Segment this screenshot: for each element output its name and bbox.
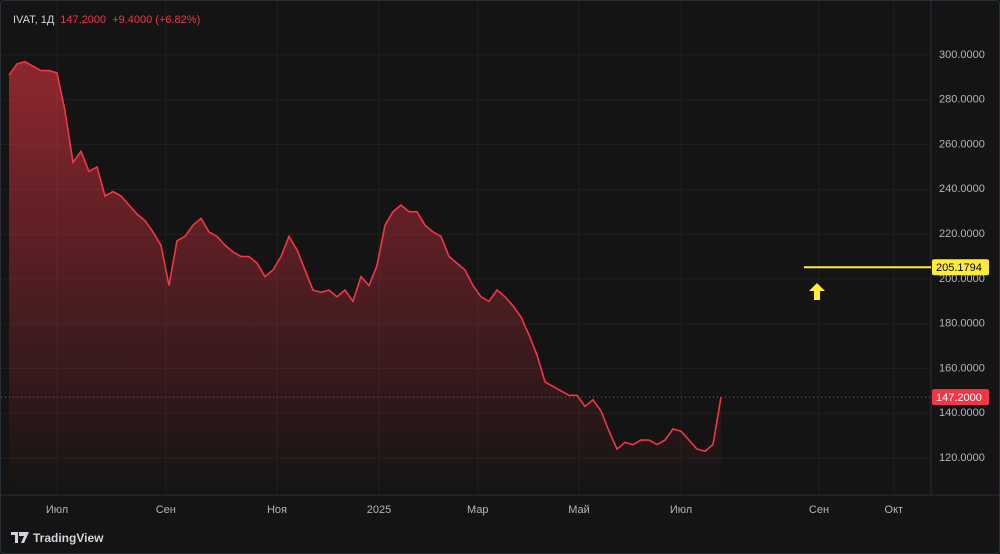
legend: IVAT, 1Д 147.2000 +9.4000 (+6.82%) [13,14,206,26]
y-tick-label: 120.0000 [939,452,985,464]
x-tick-label: Июл [46,504,68,516]
last-price-label: 147.2000 [936,392,982,404]
y-tick-label: 240.0000 [939,183,985,195]
x-tick-label: Июл [670,504,692,516]
y-tick-label: 160.0000 [939,362,985,374]
level-label: 205.1794 [936,262,982,274]
x-tick-label: Ноя [267,504,287,516]
logo-icon [11,532,29,543]
y-tick-label: 140.0000 [939,407,985,419]
last-price: 147.2000 [60,14,107,26]
level-tag [932,259,989,276]
y-tick-label: 220.0000 [939,228,985,240]
alert-arrow-icon[interactable] [809,283,825,300]
y-tick-label: 300.0000 [939,49,985,61]
symbol: IVAT, 1Д [13,14,55,26]
price-change: +9.4000 (+6.82%) [112,14,201,26]
x-tick-label: Окт [885,504,904,516]
y-tick-label: 180.0000 [939,318,985,330]
x-tick-label: Сен [156,504,176,516]
y-tick-label: 200.0000 [939,273,985,285]
y-tick-label: 260.0000 [939,138,985,150]
last-price-tag [932,389,989,406]
area-fill [9,61,721,495]
price-line [8,60,722,453]
x-tick-label: Мар [467,504,489,516]
x-tick-label: Май [568,504,590,516]
x-tick-label: Сен [809,504,829,516]
x-tick-label: 2025 [367,504,391,516]
y-tick-label: 280.0000 [939,94,985,106]
brand-name: TradingView [33,531,104,545]
brand-logo[interactable]: TradingView [11,531,103,545]
